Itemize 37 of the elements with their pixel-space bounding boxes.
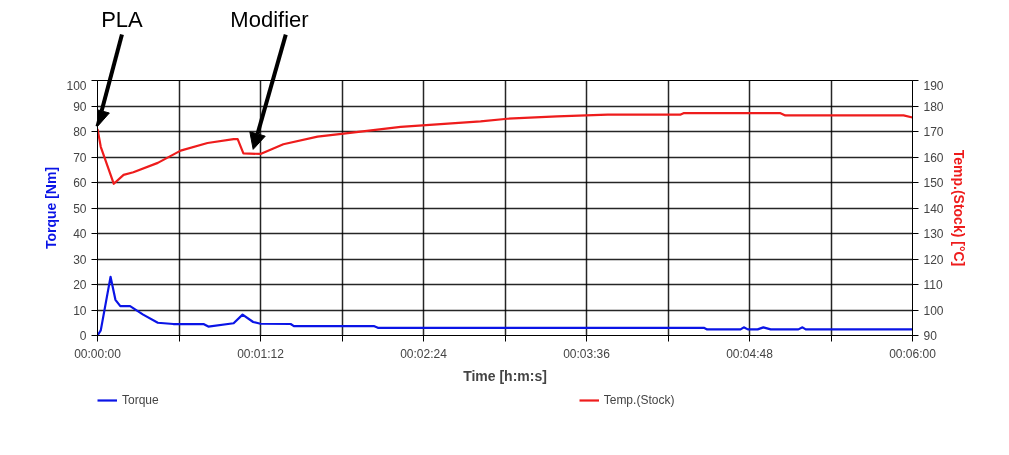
legend-label: Torque bbox=[122, 393, 159, 407]
legend-label: Temp.(Stock) bbox=[603, 393, 675, 407]
y-tick-label: 40 bbox=[73, 227, 87, 241]
line-series bbox=[97, 112, 913, 185]
annotation: Modifier bbox=[230, 7, 309, 33]
y2-tick-label: 120 bbox=[923, 252, 944, 267]
x-tick-label: 00:01:12 bbox=[237, 346, 285, 361]
y2-tick-label: 190 bbox=[923, 78, 944, 93]
x-axis-title: Time [h:m:s] bbox=[463, 367, 547, 384]
y-axis-title: Torque [Nm] bbox=[43, 166, 60, 250]
x-tick-label: 00:03:36 bbox=[563, 346, 611, 361]
y2-tick-label: 140 bbox=[923, 201, 944, 216]
y-tick-label: 30 bbox=[73, 252, 87, 267]
y-tick-label: 10 bbox=[73, 303, 87, 318]
y-tick-label: 90 bbox=[73, 99, 87, 114]
y2-tick-label: 130 bbox=[923, 227, 944, 241]
x-tick-label: 00:00:00 bbox=[74, 346, 122, 361]
y2-tick-label: 160 bbox=[923, 150, 944, 165]
y-tick-label: 50 bbox=[73, 201, 87, 216]
y-tick-label: 80 bbox=[73, 125, 87, 139]
y2-tick-label: 170 bbox=[923, 125, 944, 139]
x-tick-label: 00:02:24 bbox=[400, 346, 448, 361]
x-tick-label: 00:06:00 bbox=[889, 346, 937, 361]
y2-tick-label: 150 bbox=[923, 176, 944, 190]
x-tick-label: 00:04:48 bbox=[726, 346, 774, 361]
y-tick-label: 20 bbox=[73, 278, 87, 292]
y2-axis-title: Temp.(Stock) [°C] bbox=[950, 149, 967, 267]
annotation: PLA bbox=[101, 7, 144, 33]
y-tick-label: 0 bbox=[79, 329, 87, 343]
line-series bbox=[97, 275, 913, 336]
y-tick-label: 100 bbox=[66, 78, 87, 93]
y-tick-label: 60 bbox=[73, 176, 87, 190]
y2-tick-label: 100 bbox=[923, 303, 944, 318]
y2-tick-label: 110 bbox=[923, 278, 943, 292]
y2-tick-label: 180 bbox=[923, 99, 944, 114]
y-tick-label: 70 bbox=[73, 150, 87, 165]
y2-tick-label: 90 bbox=[923, 329, 938, 343]
